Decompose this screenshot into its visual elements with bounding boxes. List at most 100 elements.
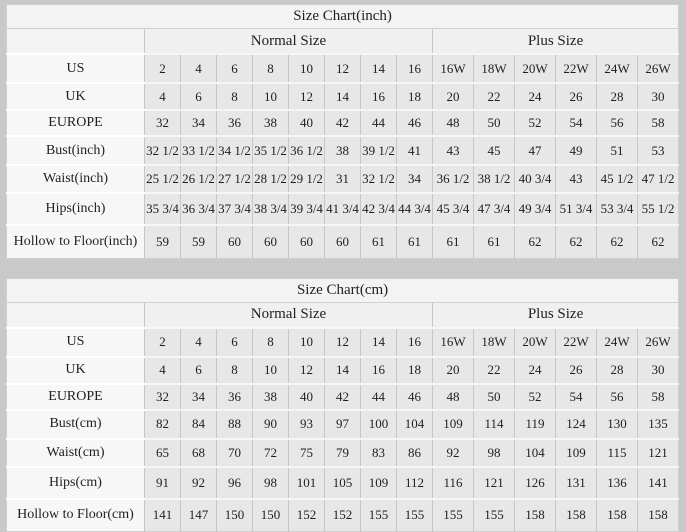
data-cell: 32 bbox=[145, 110, 181, 136]
data-cell: 20 bbox=[433, 357, 474, 384]
data-cell: 26 1/2 bbox=[181, 165, 217, 193]
data-cell: 53 bbox=[638, 136, 679, 165]
data-cell: 30 bbox=[638, 83, 679, 110]
data-cell: 2 bbox=[145, 54, 181, 83]
data-cell: 34 1/2 bbox=[217, 136, 253, 165]
data-cell: 16 bbox=[397, 54, 433, 83]
data-cell: 18 bbox=[397, 83, 433, 110]
data-cell: 8 bbox=[217, 357, 253, 384]
data-cell: 16 bbox=[361, 357, 397, 384]
data-cell: 147 bbox=[181, 499, 217, 532]
data-cell: 56 bbox=[597, 384, 638, 410]
data-cell: 35 1/2 bbox=[253, 136, 289, 165]
data-cell: 24W bbox=[597, 328, 638, 357]
data-cell: 8 bbox=[253, 54, 289, 83]
data-cell: 43 bbox=[556, 165, 597, 193]
data-cell: 51 3/4 bbox=[556, 193, 597, 225]
data-cell: 54 bbox=[556, 384, 597, 410]
data-cell: 42 bbox=[325, 384, 361, 410]
data-cell: 6 bbox=[217, 54, 253, 83]
data-cell: 98 bbox=[474, 439, 515, 467]
data-cell: 48 bbox=[433, 384, 474, 410]
data-cell: 38 1/2 bbox=[474, 165, 515, 193]
data-cell: 36 bbox=[217, 384, 253, 410]
data-cell: 101 bbox=[289, 467, 325, 499]
data-cell: 12 bbox=[289, 357, 325, 384]
data-cell: 109 bbox=[361, 467, 397, 499]
data-cell: 41 bbox=[397, 136, 433, 165]
data-cell: 32 bbox=[145, 384, 181, 410]
data-cell: 20W bbox=[515, 54, 556, 83]
data-cell: 48 bbox=[433, 110, 474, 136]
data-cell: 4 bbox=[181, 54, 217, 83]
data-cell: 136 bbox=[597, 467, 638, 499]
data-cell: 24 bbox=[515, 83, 556, 110]
data-cell: 30 bbox=[638, 357, 679, 384]
row-label: EUROPE bbox=[7, 384, 145, 410]
data-cell: 4 bbox=[145, 357, 181, 384]
data-cell: 36 1/2 bbox=[433, 165, 474, 193]
data-cell: 61 bbox=[361, 225, 397, 258]
data-cell: 53 3/4 bbox=[597, 193, 638, 225]
data-cell: 38 3/4 bbox=[253, 193, 289, 225]
data-cell: 39 1/2 bbox=[361, 136, 397, 165]
data-cell: 22W bbox=[556, 328, 597, 357]
data-cell: 41 3/4 bbox=[325, 193, 361, 225]
row-label: Hips(inch) bbox=[7, 193, 145, 225]
data-cell: 4 bbox=[181, 328, 217, 357]
data-cell: 6 bbox=[217, 328, 253, 357]
data-cell: 38 bbox=[253, 110, 289, 136]
data-cell: 46 bbox=[397, 110, 433, 136]
data-cell: 49 3/4 bbox=[515, 193, 556, 225]
data-cell: 97 bbox=[325, 410, 361, 439]
data-cell: 45 1/2 bbox=[597, 165, 638, 193]
data-cell: 33 1/2 bbox=[181, 136, 217, 165]
group-header-normal-size: Normal Size bbox=[145, 29, 433, 55]
data-cell: 82 bbox=[145, 410, 181, 439]
table-title-row: Size Chart(cm) bbox=[7, 278, 679, 302]
data-cell: 25 1/2 bbox=[145, 165, 181, 193]
data-cell: 27 1/2 bbox=[217, 165, 253, 193]
data-cell: 105 bbox=[325, 467, 361, 499]
data-cell: 44 bbox=[361, 110, 397, 136]
row-label: Hips(cm) bbox=[7, 467, 145, 499]
data-cell: 50 bbox=[474, 384, 515, 410]
data-cell: 16W bbox=[433, 54, 474, 83]
data-cell: 88 bbox=[217, 410, 253, 439]
data-cell: 34 bbox=[181, 110, 217, 136]
data-cell: 18W bbox=[474, 328, 515, 357]
data-cell: 60 bbox=[253, 225, 289, 258]
data-cell: 40 bbox=[289, 384, 325, 410]
data-cell: 158 bbox=[638, 499, 679, 532]
data-cell: 62 bbox=[638, 225, 679, 258]
data-cell: 14 bbox=[325, 357, 361, 384]
data-cell: 37 3/4 bbox=[217, 193, 253, 225]
data-cell: 32 1/2 bbox=[361, 165, 397, 193]
data-cell: 10 bbox=[253, 83, 289, 110]
data-cell: 62 bbox=[556, 225, 597, 258]
table-title: Size Chart(cm) bbox=[7, 278, 679, 302]
data-cell: 14 bbox=[325, 83, 361, 110]
data-cell: 26 bbox=[556, 83, 597, 110]
data-cell: 100 bbox=[361, 410, 397, 439]
size-chart-inch-table: Size Chart(inch) Normal Size Plus Size U… bbox=[6, 4, 679, 259]
data-cell: 16 bbox=[397, 328, 433, 357]
group-header-normal-size: Normal Size bbox=[145, 302, 433, 328]
data-cell: 60 bbox=[289, 225, 325, 258]
row-label: Bust(inch) bbox=[7, 136, 145, 165]
data-cell: 114 bbox=[474, 410, 515, 439]
data-cell: 65 bbox=[145, 439, 181, 467]
data-cell: 42 bbox=[325, 110, 361, 136]
data-cell: 12 bbox=[289, 83, 325, 110]
data-cell: 126 bbox=[515, 467, 556, 499]
data-cell: 49 bbox=[556, 136, 597, 165]
data-cell: 61 bbox=[433, 225, 474, 258]
data-cell: 22 bbox=[474, 83, 515, 110]
data-cell: 22 bbox=[474, 357, 515, 384]
